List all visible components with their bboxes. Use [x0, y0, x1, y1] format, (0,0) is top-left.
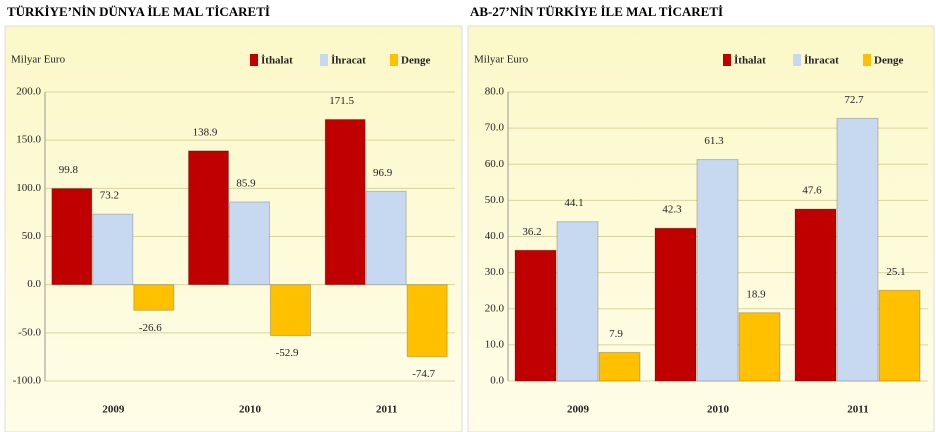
x-tick-label: 2010	[707, 404, 730, 416]
bar	[738, 312, 781, 382]
bar	[188, 150, 229, 286]
data-label: 138.9	[193, 126, 218, 138]
chart-title: AB-27’NİN TÜRKİYE İLE MAL TİCARETİ	[470, 4, 723, 19]
bar	[133, 284, 175, 311]
legend-label: İthalat	[261, 55, 293, 67]
legend-swatch	[863, 54, 871, 66]
data-label: 42.3	[662, 204, 682, 216]
y-tick-label: 200.0	[16, 86, 41, 98]
legend-label: İthalat	[734, 55, 766, 67]
bar	[365, 190, 407, 286]
bar	[270, 284, 311, 337]
bar	[51, 188, 93, 286]
legend-label: Denge	[401, 55, 430, 67]
data-label: 47.6	[802, 185, 822, 197]
x-tick-label: 2009	[567, 404, 590, 416]
data-label: 36.2	[522, 226, 541, 238]
x-tick-label: 2009	[102, 404, 125, 416]
data-label: 73.2	[100, 190, 119, 202]
y-tick-label: 10.0	[485, 338, 505, 350]
y-tick-label: 50.0	[22, 230, 42, 242]
bar	[514, 249, 557, 382]
y-tick-label: 50.0	[485, 194, 505, 206]
y-tick-label: 30.0	[485, 266, 505, 278]
chart-title: TÜRKİYE’NİN DÜNYA İLE MAL TİCARETİ	[7, 4, 270, 19]
bar	[324, 118, 366, 286]
x-tick-label: 2011	[847, 404, 868, 416]
data-label: -52.9	[276, 347, 299, 359]
data-label: 61.3	[704, 135, 724, 147]
bar	[878, 289, 921, 382]
y-tick-label: -50.0	[18, 326, 41, 338]
x-tick-label: 2011	[376, 404, 397, 416]
y-tick-label: 40.0	[485, 230, 505, 242]
y-tick-label: 0.0	[490, 375, 504, 387]
data-label: -74.7	[412, 368, 435, 380]
legend-swatch	[793, 54, 801, 66]
axis-label: Milyar Euro	[11, 54, 66, 66]
bar	[556, 221, 599, 382]
y-tick-label: -100.0	[13, 375, 42, 387]
bar	[654, 227, 697, 382]
legend-swatch	[390, 54, 398, 66]
legend-swatch	[723, 54, 731, 66]
y-tick-label: 0.0	[27, 278, 41, 290]
bar	[794, 208, 837, 382]
data-label: 18.9	[746, 288, 766, 300]
x-tick-label: 2010	[239, 404, 262, 416]
bar	[598, 351, 641, 382]
y-tick-label: 100.0	[16, 182, 41, 194]
bar	[696, 159, 739, 382]
legend-label: İhracat	[331, 55, 366, 67]
data-label: 85.9	[236, 177, 256, 189]
bar	[406, 284, 448, 358]
data-label: 72.7	[844, 94, 864, 106]
y-tick-label: 20.0	[485, 302, 505, 314]
legend-label: İhracat	[804, 55, 839, 67]
y-tick-label: 70.0	[485, 122, 505, 134]
bar	[92, 213, 134, 286]
axis-label: Milyar Euro	[474, 54, 529, 66]
data-label: 25.1	[886, 266, 905, 278]
bar	[229, 201, 270, 286]
data-label: -26.6	[139, 322, 162, 334]
data-label: 96.9	[373, 167, 393, 179]
data-label: 99.8	[59, 164, 79, 176]
data-label: 44.1	[564, 197, 583, 209]
bar	[836, 117, 879, 382]
legend-label: Denge	[874, 55, 903, 67]
data-label: 171.5	[329, 95, 354, 107]
data-label: 7.9	[609, 328, 623, 340]
y-tick-label: 60.0	[485, 158, 505, 170]
y-tick-label: 80.0	[485, 86, 505, 98]
legend-swatch	[320, 54, 328, 66]
legend-swatch	[250, 54, 258, 66]
y-tick-label: 150.0	[16, 134, 41, 146]
